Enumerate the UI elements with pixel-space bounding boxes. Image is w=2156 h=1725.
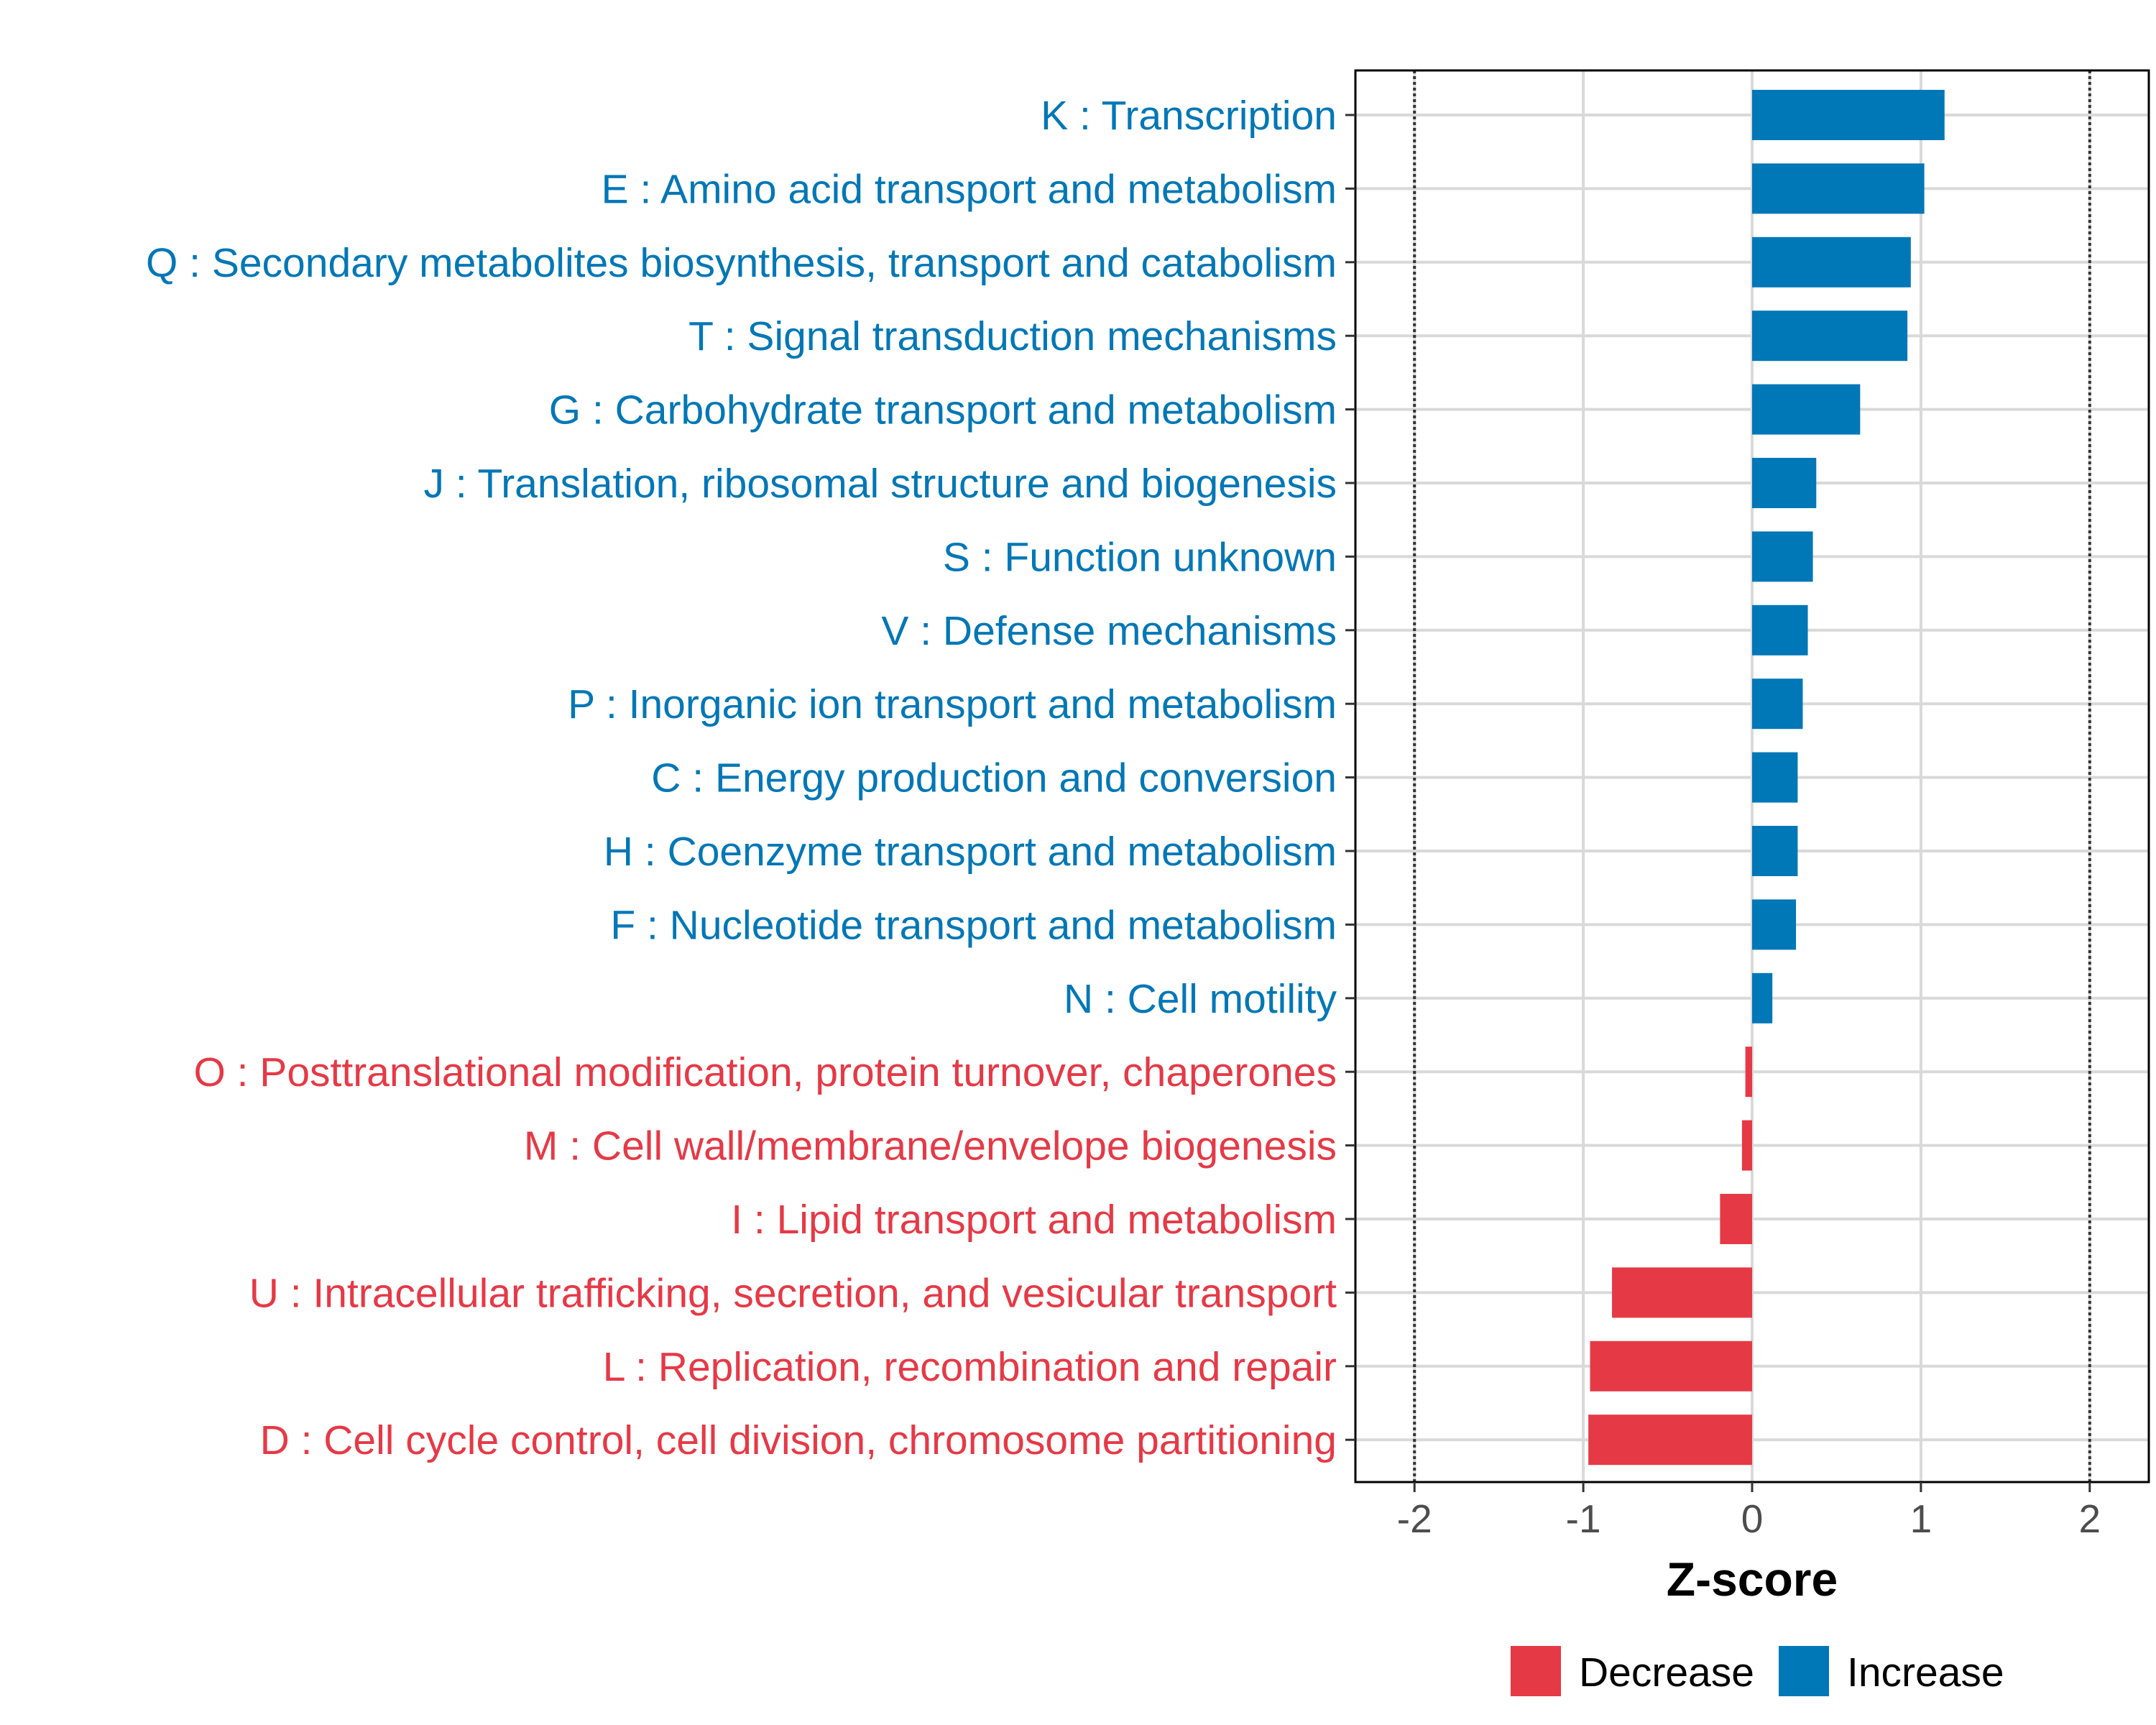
legend-swatch <box>1779 1646 1829 1696</box>
category-label: P : Inorganic ion transport and metaboli… <box>568 681 1337 727</box>
bar <box>1752 163 1925 214</box>
bar <box>1752 310 1908 362</box>
category-label: V : Defense mechanisms <box>881 608 1337 654</box>
category-label: H : Coenzyme transport and metabolism <box>604 829 1337 875</box>
category-label: J : Translation, ribosomal structure and… <box>424 461 1337 507</box>
bar <box>1752 972 1773 1024</box>
bars <box>1588 90 1945 1466</box>
bar <box>1752 458 1817 508</box>
category-label: U : Intracellular trafficking, secretion… <box>249 1270 1337 1316</box>
bar <box>1752 752 1798 803</box>
bar <box>1588 1414 1752 1466</box>
category-label: T : Signal transduction mechanisms <box>688 313 1337 359</box>
category-label: S : Function unknown <box>943 534 1337 580</box>
category-label: I : Lipid transport and metabolism <box>731 1197 1337 1243</box>
x-tick-label: -2 <box>1397 1496 1432 1541</box>
x-tick-label: 0 <box>1741 1496 1764 1541</box>
category-label: G : Carbohydrate transport and metabolis… <box>549 387 1337 433</box>
bar <box>1612 1267 1752 1318</box>
y-axis-category-labels: K : Transcription E : Amino acid transpor… <box>146 93 1337 1463</box>
category-label: D : Cell cycle control, cell division, c… <box>260 1417 1337 1463</box>
category-label: Q : Secondary metabolites biosynthesis, … <box>146 240 1337 286</box>
bar <box>1752 899 1797 950</box>
x-axis-ticks: -2 -1 0 1 2 <box>1397 1482 2101 1541</box>
category-label: E : Amino acid transport and metabolism <box>602 166 1337 212</box>
legend-label: Increase <box>1847 1650 2004 1696</box>
x-tick-label: -1 <box>1566 1496 1601 1541</box>
bar <box>1752 678 1803 730</box>
bar <box>1720 1194 1752 1244</box>
bar <box>1752 90 1945 140</box>
bar <box>1590 1340 1752 1392</box>
bar <box>1752 531 1813 582</box>
bar <box>1752 236 1911 288</box>
x-tick-label: 1 <box>1910 1496 1932 1541</box>
x-tick-label: 2 <box>2078 1496 2101 1541</box>
bar <box>1741 1120 1752 1171</box>
legend-label: Decrease <box>1579 1650 1754 1696</box>
legend-swatch <box>1511 1646 1561 1696</box>
category-label: K : Transcription <box>1041 93 1337 139</box>
x-axis-title: Z-score <box>1667 1552 1838 1606</box>
category-label: L : Replication, recombination and repai… <box>603 1344 1337 1390</box>
category-label: C : Energy production and conversion <box>651 755 1337 801</box>
bar <box>1752 384 1861 435</box>
y-axis-ticks <box>1345 114 1355 1441</box>
legend: Decrease Increase <box>1511 1646 2004 1696</box>
bar <box>1752 604 1808 656</box>
category-label: O : Posttranslational modification, prot… <box>193 1049 1337 1095</box>
category-label: M : Cell wall/membrane/envelope biogenes… <box>524 1123 1337 1169</box>
category-label: F : Nucleotide transport and metabolism <box>610 902 1337 948</box>
bar <box>1752 826 1798 876</box>
bar <box>1745 1046 1752 1098</box>
category-label: N : Cell motility <box>1064 976 1337 1022</box>
